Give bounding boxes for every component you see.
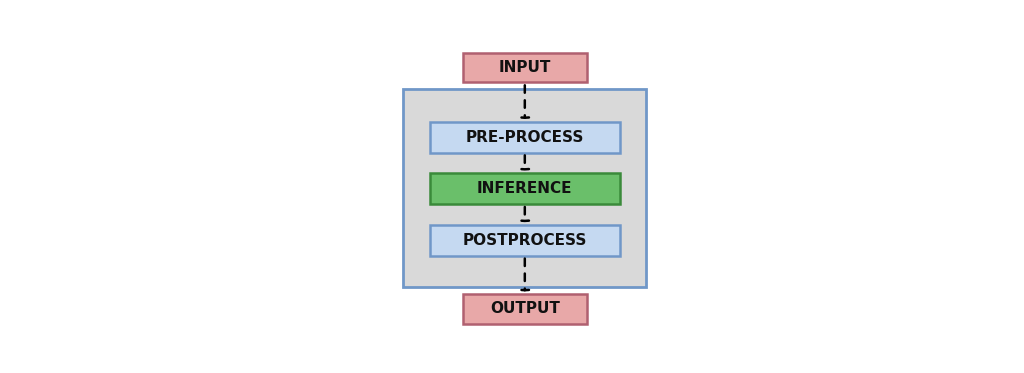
Text: OUTPUT: OUTPUT bbox=[489, 301, 560, 316]
Text: PRE-PROCESS: PRE-PROCESS bbox=[466, 130, 584, 145]
FancyBboxPatch shape bbox=[430, 122, 620, 153]
Text: POSTPROCESS: POSTPROCESS bbox=[463, 233, 587, 248]
FancyBboxPatch shape bbox=[430, 225, 620, 256]
FancyBboxPatch shape bbox=[463, 53, 587, 82]
FancyBboxPatch shape bbox=[430, 173, 620, 204]
FancyBboxPatch shape bbox=[403, 90, 646, 287]
Text: INPUT: INPUT bbox=[499, 60, 551, 75]
Text: INFERENCE: INFERENCE bbox=[477, 181, 572, 196]
FancyBboxPatch shape bbox=[463, 294, 587, 323]
